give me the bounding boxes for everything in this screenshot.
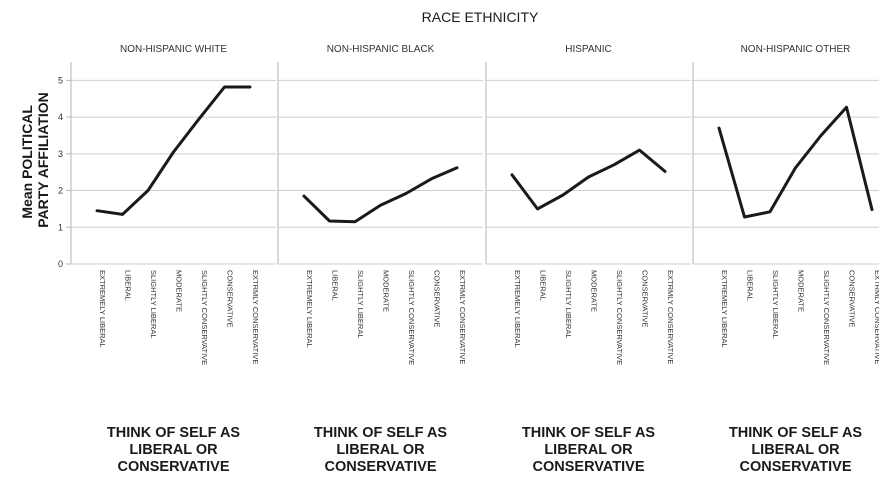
x-tick-label: LIBERAL bbox=[746, 270, 755, 301]
x-tick-label: SLIGHTLY CONSERVATIVE bbox=[200, 270, 209, 365]
x-tick-label: SLIGHTLY CONSERVATIVE bbox=[822, 270, 831, 365]
x-tick-label: EXTREMELY LIBERAL bbox=[305, 270, 314, 348]
x-tick-label: LIBERAL bbox=[539, 270, 548, 301]
y-axis-label: Mean POLITICAL PARTY AFFILIATION bbox=[19, 92, 51, 228]
x-axis-label-line: LIBERAL OR bbox=[336, 442, 425, 458]
y-tick-label: 5 bbox=[58, 75, 63, 85]
x-axis-label-line: THINK OF SELF AS bbox=[314, 425, 448, 441]
x-tick-label: EXTRMLY CONSERVATIVE bbox=[251, 270, 260, 364]
x-axis-label-line: CONSERVATIVE bbox=[740, 459, 852, 475]
x-tick-label: MODERATE bbox=[797, 270, 806, 312]
x-tick-label: SLIGHTLY LIBERAL bbox=[356, 270, 365, 339]
y-tick-label: 2 bbox=[58, 186, 63, 196]
x-tick-label: CONSERVATIVE bbox=[433, 270, 442, 328]
y-tick-label: 1 bbox=[58, 222, 63, 232]
panel: NON-HISPANIC OTHER EXTREMELY LIBERAL LIBER… bbox=[692, 44, 879, 475]
chart-panels: NON-HISPANIC WHITE EXTREMELY LIBERAL LIBER… bbox=[70, 44, 879, 475]
x-tick-label: CONSERVATIVE bbox=[226, 270, 235, 328]
x-tick-label: SLIGHTLY CONSERVATIVE bbox=[615, 270, 624, 365]
chart-title: RACE ETHNICITY bbox=[422, 9, 539, 25]
x-axis-label-line: THINK OF SELF AS bbox=[522, 425, 656, 441]
x-tick-label: LIBERAL bbox=[331, 270, 340, 301]
y-axis-label-line-2: PARTY AFFILIATION bbox=[35, 92, 51, 228]
x-tick-label: EXTRMLY CONSERVATIVE bbox=[873, 270, 879, 364]
x-axis-label-line: CONSERVATIVE bbox=[325, 459, 437, 475]
series-line bbox=[510, 148, 667, 211]
y-tick-label: 4 bbox=[58, 112, 63, 122]
panel-title: NON-HISPANIC WHITE bbox=[120, 44, 227, 55]
x-tick-label: CONSERVATIVE bbox=[848, 270, 857, 328]
y-axis-ticks: 0 1 2 3 4 5 bbox=[58, 75, 71, 269]
x-tick-label: EXTREMELY LIBERAL bbox=[513, 270, 522, 348]
x-tick-label: EXTREMELY LIBERAL bbox=[98, 270, 107, 348]
panel-title: NON-HISPANIC OTHER bbox=[741, 44, 851, 55]
panel-title: NON-HISPANIC BLACK bbox=[327, 44, 435, 55]
x-tick-label: EXTRMLY CONSERVATIVE bbox=[666, 270, 675, 364]
x-tick-label: MODERATE bbox=[590, 270, 599, 312]
x-axis-label-line: CONSERVATIVE bbox=[118, 459, 230, 475]
x-axis-label-line: LIBERAL OR bbox=[751, 442, 840, 458]
y-tick-label: 0 bbox=[58, 259, 63, 269]
x-axis-label-line: THINK OF SELF AS bbox=[107, 425, 241, 441]
x-tick-label: EXTRMLY CONSERVATIVE bbox=[458, 270, 467, 364]
x-tick-label: MODERATE bbox=[382, 270, 391, 312]
panel: HISPANIC EXTREMELY LIBERAL LIBERAL SLIGHTLY… bbox=[485, 44, 691, 475]
x-axis-label-line: CONSERVATIVE bbox=[533, 459, 645, 475]
x-tick-label: SLIGHTLY CONSERVATIVE bbox=[407, 270, 416, 365]
x-tick-label: SLIGHTLY LIBERAL bbox=[771, 270, 780, 339]
panel: NON-HISPANIC BLACK EXTREMELY LIBERAL LIBER… bbox=[277, 44, 483, 475]
x-tick-label: LIBERAL bbox=[124, 270, 133, 301]
x-tick-label: SLIGHTLY LIBERAL bbox=[564, 270, 573, 339]
y-axis-label-line-1: Mean POLITICAL bbox=[19, 105, 35, 219]
x-tick-label: CONSERVATIVE bbox=[641, 270, 650, 328]
series-line bbox=[717, 105, 874, 219]
x-tick-label: MODERATE bbox=[175, 270, 184, 312]
panel-title: HISPANIC bbox=[565, 44, 612, 55]
x-axis-label-line: THINK OF SELF AS bbox=[729, 425, 863, 441]
panel: NON-HISPANIC WHITE EXTREMELY LIBERAL LIBER… bbox=[70, 44, 276, 475]
x-tick-label: SLIGHTLY LIBERAL bbox=[149, 270, 158, 339]
series-line bbox=[302, 166, 459, 224]
series-line bbox=[95, 85, 252, 216]
x-axis-label-line: LIBERAL OR bbox=[544, 442, 633, 458]
y-tick-label: 3 bbox=[58, 149, 63, 159]
x-tick-label: EXTREMELY LIBERAL bbox=[720, 270, 729, 348]
x-axis-label-line: LIBERAL OR bbox=[129, 442, 218, 458]
